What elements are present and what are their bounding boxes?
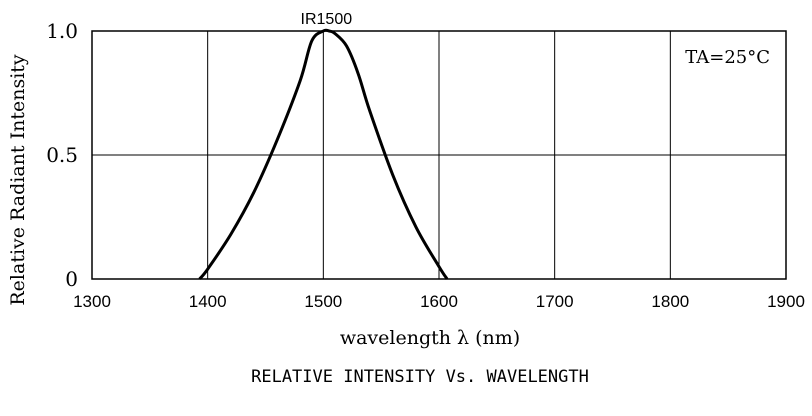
y-axis-title: Relative Radiant Intensity bbox=[7, 54, 29, 306]
x-tick-label: 1900 bbox=[767, 292, 805, 311]
y-tick-label: 1.0 bbox=[46, 19, 78, 43]
x-axis-title: wavelength λ (nm) bbox=[340, 327, 520, 349]
plot-frame bbox=[91, 30, 787, 280]
x-tick-label: 1500 bbox=[304, 292, 342, 311]
x-tick-label: 1400 bbox=[189, 292, 227, 311]
x-tick-labels: 1300 1400 1500 1600 1700 1800 1900 bbox=[73, 292, 805, 311]
x-tick-label: 1700 bbox=[536, 292, 574, 311]
y-tick-label: 0 bbox=[65, 267, 78, 291]
series-label: IR1500 bbox=[301, 11, 353, 28]
chart-caption: RELATIVE INTENSITY Vs. WAVELENGTH bbox=[251, 367, 589, 387]
x-tick-label: 1800 bbox=[651, 292, 689, 311]
series-labels: IR1500 bbox=[301, 11, 353, 28]
grid bbox=[92, 31, 786, 279]
x-tick-label: 1600 bbox=[420, 292, 458, 311]
y-tick-label: 0.5 bbox=[46, 143, 78, 167]
temperature-annotation: TA=25°C bbox=[685, 47, 770, 68]
x-tick-label: 1300 bbox=[73, 292, 111, 311]
y-tick-labels: 0 0.5 1.0 bbox=[46, 19, 78, 291]
